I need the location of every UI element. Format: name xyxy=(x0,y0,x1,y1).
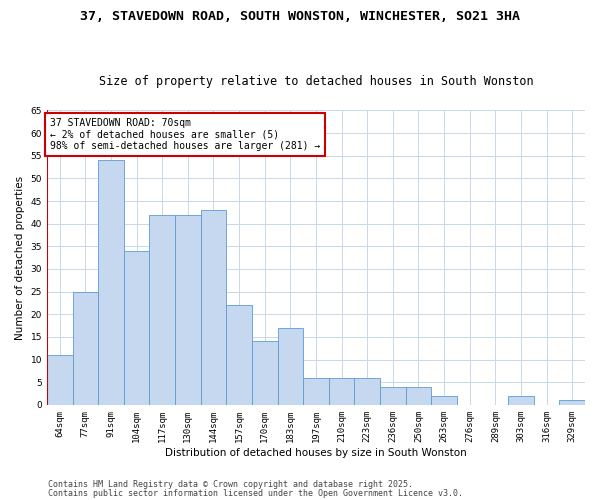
Text: Contains public sector information licensed under the Open Government Licence v3: Contains public sector information licen… xyxy=(48,488,463,498)
Bar xyxy=(278,328,303,405)
Bar xyxy=(73,292,98,405)
Bar xyxy=(380,386,406,405)
Bar xyxy=(98,160,124,405)
Text: Contains HM Land Registry data © Crown copyright and database right 2025.: Contains HM Land Registry data © Crown c… xyxy=(48,480,413,489)
Bar xyxy=(431,396,457,405)
Bar xyxy=(508,396,534,405)
Bar xyxy=(559,400,585,405)
Bar xyxy=(149,214,175,405)
Bar xyxy=(226,305,252,405)
Title: Size of property relative to detached houses in South Wonston: Size of property relative to detached ho… xyxy=(98,76,533,88)
Bar xyxy=(329,378,355,405)
X-axis label: Distribution of detached houses by size in South Wonston: Distribution of detached houses by size … xyxy=(165,448,467,458)
Text: 37, STAVEDOWN ROAD, SOUTH WONSTON, WINCHESTER, SO21 3HA: 37, STAVEDOWN ROAD, SOUTH WONSTON, WINCH… xyxy=(80,10,520,23)
Bar xyxy=(47,355,73,405)
Bar xyxy=(124,251,149,405)
Bar xyxy=(406,386,431,405)
Bar xyxy=(252,342,278,405)
Y-axis label: Number of detached properties: Number of detached properties xyxy=(15,176,25,340)
Text: 37 STAVEDOWN ROAD: 70sqm
← 2% of detached houses are smaller (5)
98% of semi-det: 37 STAVEDOWN ROAD: 70sqm ← 2% of detache… xyxy=(50,118,320,151)
Bar xyxy=(175,214,200,405)
Bar xyxy=(355,378,380,405)
Bar xyxy=(303,378,329,405)
Bar xyxy=(200,210,226,405)
